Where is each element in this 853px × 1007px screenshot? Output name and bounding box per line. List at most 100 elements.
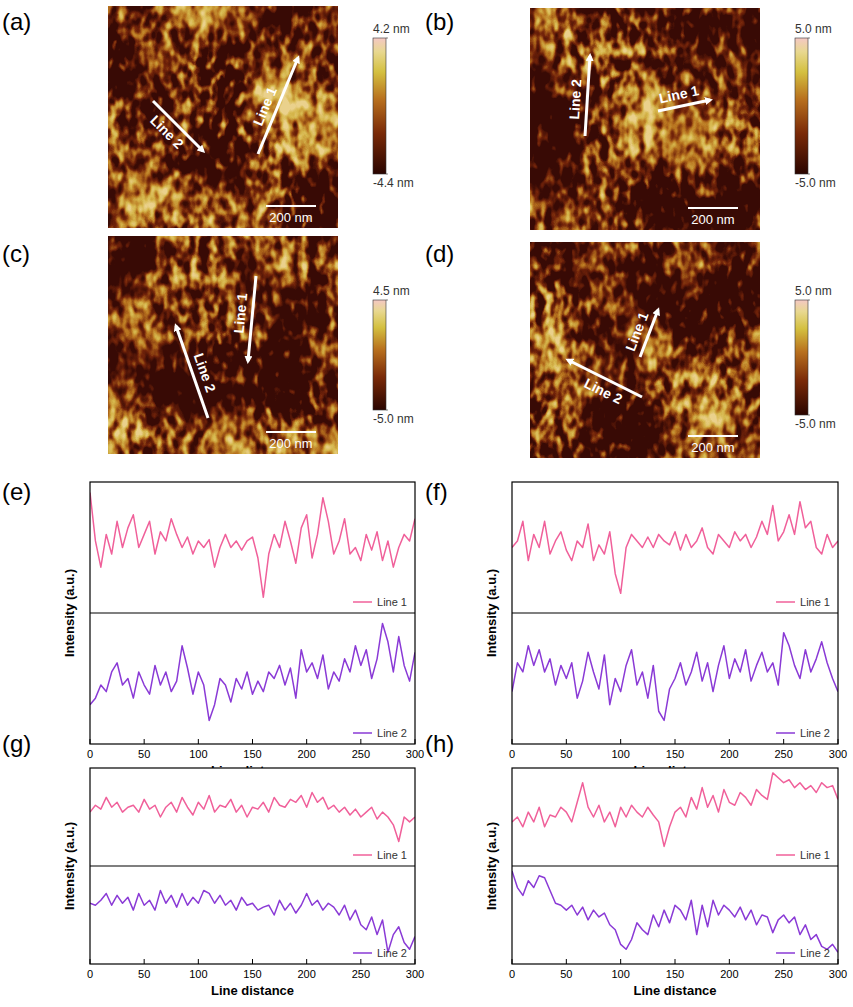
x-tick-label: 50 bbox=[138, 748, 150, 760]
legend-label: Line 1 bbox=[377, 596, 407, 608]
x-tick bbox=[512, 959, 513, 964]
y-axis-title: Intensity (a.u.) bbox=[62, 569, 77, 657]
colorbar-label: -4.4 nm bbox=[373, 176, 414, 190]
x-tick bbox=[90, 739, 91, 744]
legend-swatch bbox=[353, 854, 372, 856]
colorbar-tick bbox=[386, 38, 388, 39]
x-tick bbox=[144, 959, 145, 964]
legend-item: Line 2 bbox=[353, 727, 407, 739]
plot-frame bbox=[512, 482, 838, 744]
afm-panel: (c)Line 1Line 2200 nm4.5 nm-5.0 nm bbox=[2, 236, 414, 454]
line-annotation: Line 1 bbox=[622, 310, 651, 354]
scale-bar-label: 200 nm bbox=[269, 210, 312, 225]
x-tick bbox=[620, 739, 621, 744]
line-annotation: Line 2 bbox=[582, 375, 626, 407]
legend-label: Line 2 bbox=[800, 947, 830, 959]
profile-line bbox=[512, 633, 838, 721]
data-layer bbox=[512, 773, 838, 952]
x-axis-title: Line distance bbox=[211, 983, 294, 998]
data-layer bbox=[512, 502, 838, 721]
afm-image bbox=[530, 242, 760, 458]
plot-area bbox=[512, 482, 838, 744]
colorbar bbox=[795, 38, 808, 174]
scale-bar-label: 200 nm bbox=[269, 436, 312, 451]
x-tick bbox=[566, 959, 567, 964]
colorbar-label: 4.5 nm bbox=[373, 284, 410, 298]
profile-chart: (h)050100150200250300Line distanceIntens… bbox=[425, 730, 847, 998]
x-tick-label: 150 bbox=[666, 748, 684, 760]
figure: (a) Line 1 Line 2 200 nm 4.2 nm -4.4 nm (b) Lin… bbox=[0, 0, 853, 1007]
legend-label: Line 1 bbox=[800, 596, 830, 608]
panel-label: (a) bbox=[2, 8, 31, 35]
legend-swatch bbox=[776, 854, 795, 856]
data-layer bbox=[90, 793, 415, 953]
panel-label: (g) bbox=[2, 730, 31, 757]
legend-item: Line 2 bbox=[776, 727, 830, 739]
panel-divider bbox=[512, 865, 838, 866]
scale-bar bbox=[266, 205, 316, 207]
y-axis-title: Intensity (a.u.) bbox=[484, 822, 499, 910]
afm-panel: (d)Line 1Line 2200 nm5.0 nm-5.0 nm bbox=[425, 240, 836, 458]
x-tick-label: 100 bbox=[611, 748, 629, 760]
panel-label: (b) bbox=[425, 8, 454, 35]
plot-frame bbox=[512, 768, 838, 964]
legend-item: Line 2 bbox=[776, 947, 830, 959]
scale-bar bbox=[688, 207, 738, 209]
x-tick bbox=[566, 739, 567, 744]
colorbar-label: -5.0 nm bbox=[373, 412, 414, 426]
legend-label: Line 2 bbox=[377, 947, 407, 959]
profile-line bbox=[90, 793, 415, 842]
panel-label: (f) bbox=[425, 478, 448, 505]
x-tick-label: 200 bbox=[297, 968, 315, 980]
legend-swatch bbox=[353, 601, 372, 603]
scale-bar-label: 200 nm bbox=[691, 212, 734, 227]
x-tick-label: 100 bbox=[611, 968, 629, 980]
afm-image bbox=[108, 6, 338, 228]
line-annotation: Line 1 bbox=[231, 292, 251, 334]
profile-chart: (g)050100150200250300Line distanceIntens… bbox=[2, 730, 424, 998]
x-tick bbox=[675, 739, 676, 744]
legend-label: Line 1 bbox=[377, 849, 407, 861]
line-annotation: Line 2 bbox=[566, 78, 585, 120]
profile-line bbox=[512, 871, 838, 952]
scale-bar bbox=[266, 431, 316, 433]
profile-line bbox=[512, 502, 838, 594]
colorbar-label: -5.0 nm bbox=[795, 417, 836, 431]
colorbar-label: 5.0 nm bbox=[795, 284, 832, 298]
legend-label: Line 2 bbox=[377, 727, 407, 739]
y-axis-title: Intensity (a.u.) bbox=[62, 822, 77, 910]
x-tick bbox=[729, 739, 730, 744]
x-tick-label: 150 bbox=[243, 748, 261, 760]
line-arrow bbox=[585, 56, 590, 136]
colorbar-label: 4.2 nm bbox=[373, 22, 410, 36]
legend-label: Line 1 bbox=[800, 849, 830, 861]
colorbar bbox=[795, 300, 808, 415]
colorbar-tick bbox=[386, 300, 388, 301]
x-tick-label: 150 bbox=[666, 968, 684, 980]
x-tick bbox=[90, 959, 91, 964]
panel-divider bbox=[90, 865, 415, 866]
scale-bar bbox=[688, 435, 738, 437]
x-axis-title: Line distance bbox=[633, 983, 716, 998]
x-tick bbox=[252, 959, 253, 964]
legend-item: Line 1 bbox=[776, 596, 830, 608]
colorbar-tick bbox=[386, 410, 388, 411]
x-tick-label: 0 bbox=[87, 968, 93, 980]
x-tick bbox=[306, 739, 307, 744]
x-tick bbox=[360, 739, 361, 744]
panel-label: (d) bbox=[425, 240, 454, 267]
panel-divider bbox=[512, 612, 838, 613]
x-tick-label: 300 bbox=[829, 968, 847, 980]
plot-area bbox=[512, 768, 838, 964]
panel-label: (c) bbox=[2, 240, 30, 267]
x-tick bbox=[620, 959, 621, 964]
x-tick bbox=[198, 739, 199, 744]
x-tick-label: 0 bbox=[509, 968, 515, 980]
colorbar-label: -5.0 nm bbox=[795, 176, 836, 190]
x-tick bbox=[783, 739, 784, 744]
profile-chart: (e)050100150200250300Line distanceIntens… bbox=[2, 478, 424, 778]
legend-label: Line 2 bbox=[800, 727, 830, 739]
colorbar-tick bbox=[808, 174, 810, 175]
x-tick bbox=[360, 959, 361, 964]
plot-frame bbox=[90, 768, 415, 964]
